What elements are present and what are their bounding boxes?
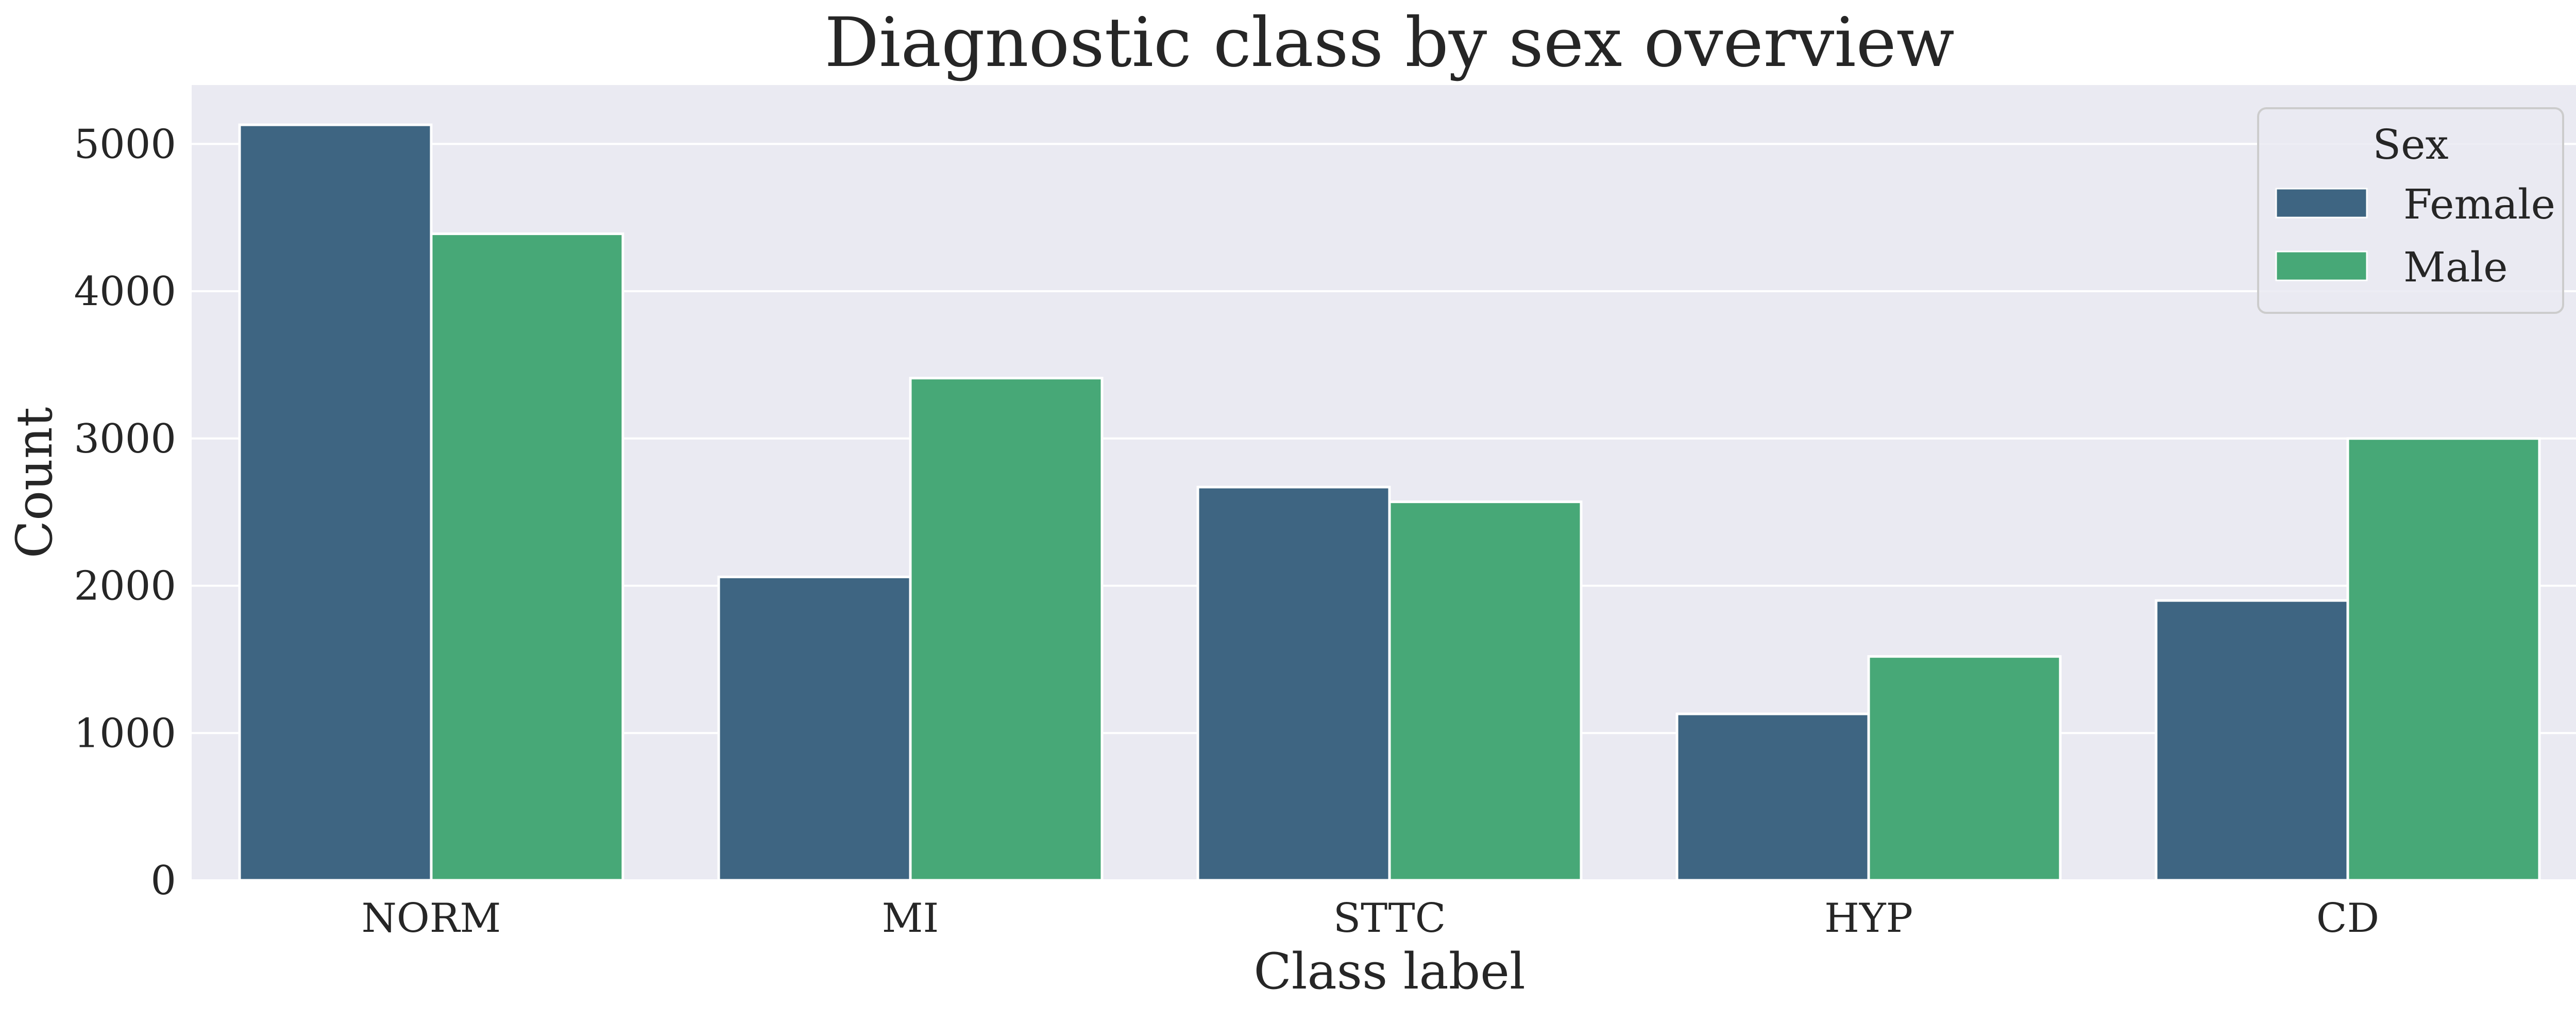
y-tick-label: 4000 — [74, 269, 176, 315]
x-tick-labels: NORM MI STTC HYP CD — [362, 895, 2380, 942]
y-axis-label: Count — [6, 407, 63, 558]
bars — [238, 123, 2541, 882]
bar-male-hyp — [1867, 655, 2062, 882]
x-tick-label: CD — [2316, 895, 2379, 942]
y-tick-labels: 0 1000 2000 3000 4000 5000 — [74, 121, 176, 904]
chart-title: Diagnostic class by sex overview — [824, 3, 1954, 82]
legend-label-female: Female — [2403, 180, 2555, 228]
x-tick-label: STTC — [1333, 895, 1446, 942]
y-tick-label: 1000 — [74, 710, 176, 757]
bar-female-mi — [717, 575, 912, 882]
x-axis-label: Class label — [1253, 943, 1525, 1000]
bar-female-cd — [2155, 599, 2349, 882]
x-tick-label: MI — [882, 895, 939, 942]
legend-label-male: Male — [2403, 243, 2508, 291]
legend-swatch-male — [2275, 250, 2368, 281]
legend: Sex Female Male — [2257, 107, 2564, 314]
y-tick-label: 2000 — [74, 563, 176, 610]
bar-male-norm — [430, 232, 624, 882]
bar-male-cd — [2346, 437, 2541, 882]
x-tick-label: HYP — [1824, 895, 1913, 942]
x-tick-label: NORM — [362, 895, 501, 942]
y-tick-label: 3000 — [74, 416, 176, 462]
bar-male-mi — [909, 377, 1104, 882]
bar-female-norm — [238, 123, 433, 882]
legend-title: Sex — [2372, 121, 2448, 169]
y-tick-label: 0 — [150, 858, 176, 904]
legend-swatch-female — [2275, 188, 2368, 219]
bar-female-sttc — [1196, 486, 1391, 882]
y-tick-label: 5000 — [74, 121, 176, 168]
bar-female-hyp — [1675, 712, 1870, 882]
bar-male-sttc — [1388, 500, 1583, 882]
